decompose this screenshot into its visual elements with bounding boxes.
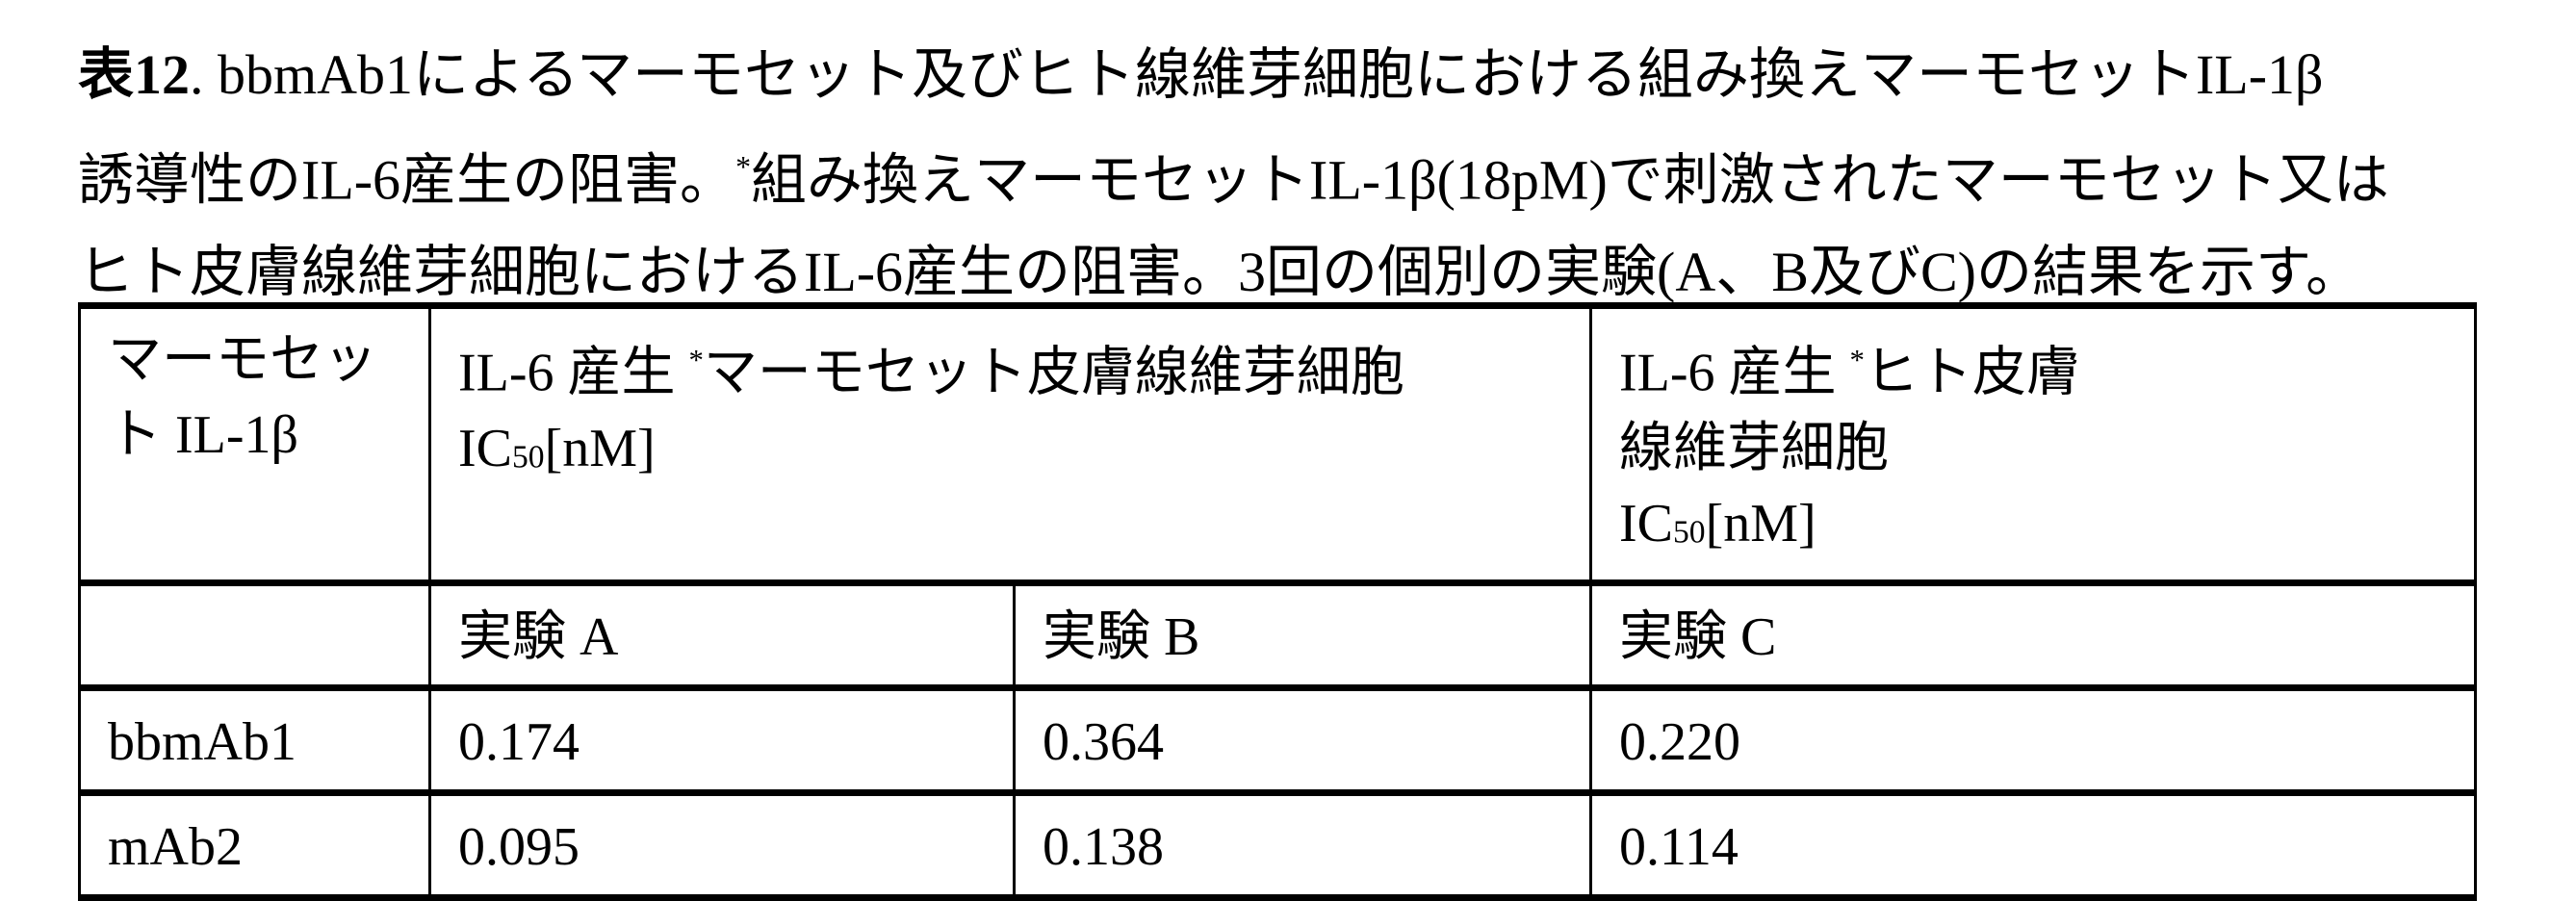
header-cell-marmoset-fibroblast: IL-6 産生 *マーモセット皮膚線維芽細胞 IC50[nM] xyxy=(430,306,1591,583)
table-cell: bbmAb1 xyxy=(80,688,430,793)
table-row: bbmAb1 0.174 0.364 0.220 xyxy=(80,688,2476,793)
table-caption: 表12. bbmAb1によるマーモセット及びヒト線維芽細胞における組み換えマーモ… xyxy=(78,29,2542,319)
table-cell: 0.220 xyxy=(1591,688,2476,793)
caption-label: 表12 xyxy=(78,43,190,106)
header-cell-marmoset-il1b: マーモセット IL-1β xyxy=(80,306,430,583)
table-row: mAb2 0.095 0.138 0.114 xyxy=(80,793,2476,898)
table-cell: 実験 B xyxy=(1015,583,1591,688)
table-cell: 0.114 xyxy=(1591,793,2476,898)
results-table: マーモセット IL-1β IL-6 産生 *マーモセット皮膚線維芽細胞 IC50… xyxy=(78,302,2477,901)
table-cell: 0.174 xyxy=(430,688,1015,793)
table-cell: 0.138 xyxy=(1015,793,1591,898)
table-cell xyxy=(80,583,430,688)
caption-line-1: 表12. bbmAb1によるマーモセット及びヒト線維芽細胞における組み換えマーモ… xyxy=(78,29,2542,121)
table-cell: 実験 C xyxy=(1591,583,2476,688)
header-cell-human-fibroblast: IL-6 産生 *ヒト皮膚 線維芽細胞 IC50[nM] xyxy=(1591,306,2476,583)
footnote-asterisk: * xyxy=(735,150,751,184)
table-cell: 0.095 xyxy=(430,793,1015,898)
header-row: マーモセット IL-1β IL-6 産生 *マーモセット皮膚線維芽細胞 IC50… xyxy=(80,306,2476,583)
table-cell: mAb2 xyxy=(80,793,430,898)
table-cell: 実験 A xyxy=(430,583,1015,688)
subheader-row: 実験 A 実験 B 実験 C xyxy=(80,583,2476,688)
table-cell: 0.364 xyxy=(1015,688,1591,793)
caption-line-2: 誘導性のIL-6産生の阻害。*組み換えマーモセットIL-1β(18pM)で刺激さ… xyxy=(78,121,2542,226)
